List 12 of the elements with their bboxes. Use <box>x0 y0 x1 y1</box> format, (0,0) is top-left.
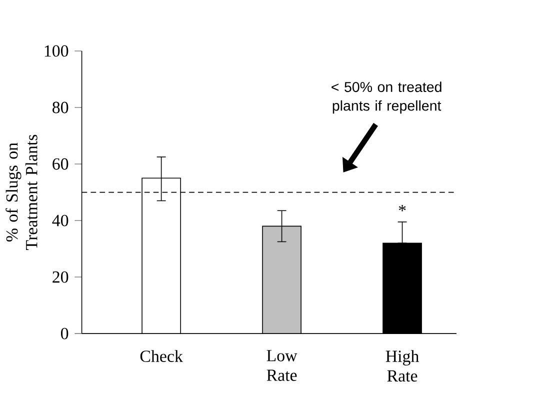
x-tick-label: Check <box>140 350 183 362</box>
x-tick-label: High Rate <box>386 350 419 382</box>
y-tick-label: 100 <box>44 45 68 56</box>
y-tick-label: 60 <box>52 158 68 170</box>
y-tick-label: 40 <box>52 214 68 226</box>
x-tick-label: Low Rate <box>266 350 298 381</box>
y-tick-label: 20 <box>52 271 68 283</box>
y-tick-label: 0 <box>60 328 68 340</box>
y-axis-title: % of Slugs on Treatment Plants <box>6 134 38 250</box>
annotation: * <box>398 204 406 212</box>
annotation: < 50% on treated plants if repellent <box>332 81 442 114</box>
y-tick-label: 80 <box>52 102 68 113</box>
